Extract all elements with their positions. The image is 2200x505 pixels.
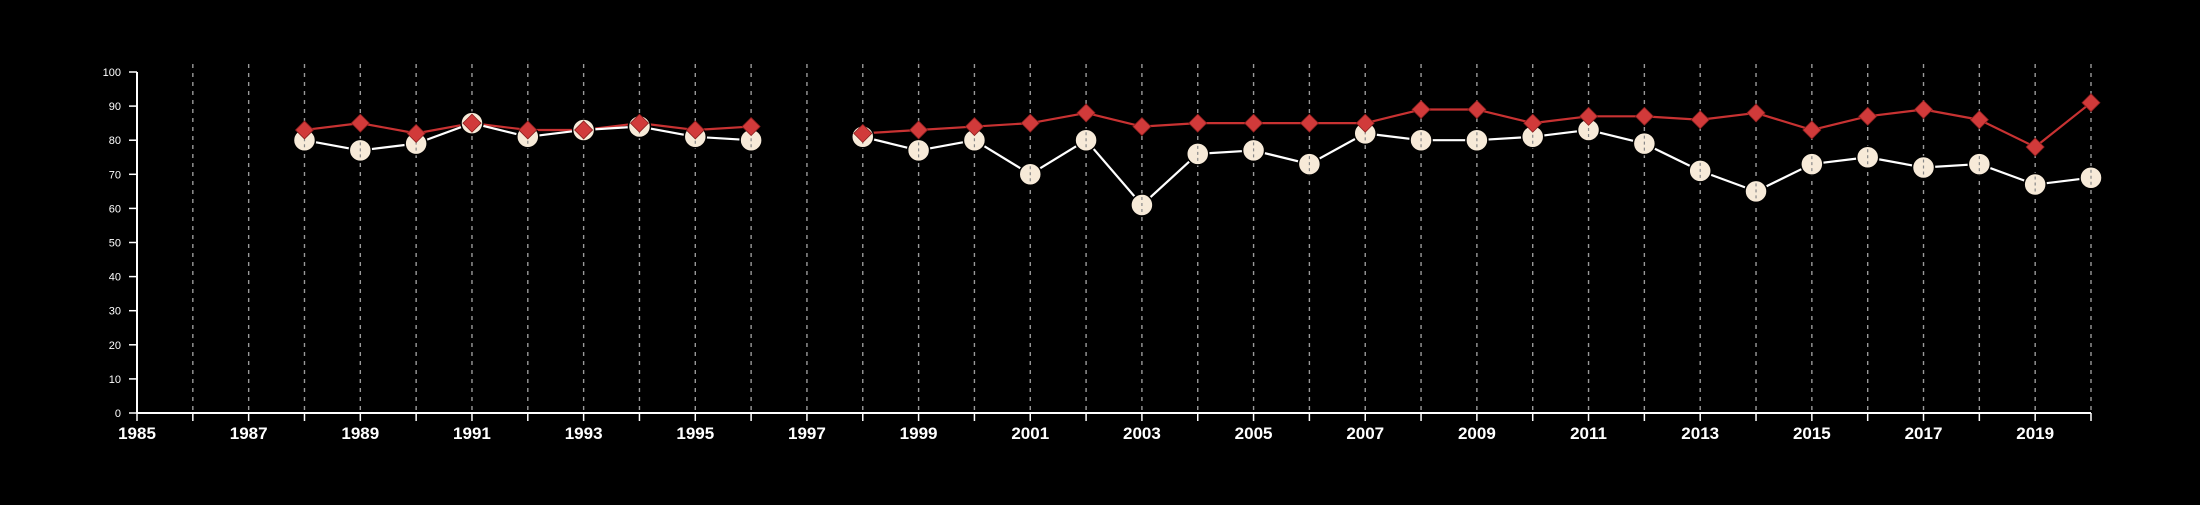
x-tick-label: 2013 [1681,424,1719,443]
data-point-diamond [629,113,650,133]
data-point-diamond [462,113,482,133]
data-point-diamond [1132,116,1152,137]
x-tick-label: 2011 [1570,424,1607,443]
x-tick-label: 2015 [1793,424,1831,443]
data-point-diamond [2025,137,2045,157]
data-point-diamond [1188,113,1208,133]
x-tick-label: 1987 [230,424,268,443]
x-tick-label: 1999 [900,424,938,443]
data-point-diamond [1578,106,1599,126]
data-point-diamond [1467,99,1487,120]
data-point-diamond [853,123,873,143]
data-point-diamond [1299,113,1319,133]
data-point-diamond [1634,106,1654,126]
data-point-diamond [1969,110,1989,130]
x-tick-label: 1995 [676,424,714,443]
x-tick-label: 2001 [1011,424,1049,443]
data-point-diamond [741,116,761,137]
data-point-diamond [1523,113,1543,133]
data-point-diamond [574,120,594,140]
y-tick-label: 20 [109,340,121,352]
y-tick-label: 100 [103,67,121,79]
data-point-diamond [1355,113,1375,133]
y-tick-label: 70 [109,169,121,181]
data-point-diamond [294,120,315,140]
data-point-diamond [1913,99,1934,120]
data-point-diamond [1411,99,1431,120]
y-tick-label: 50 [109,238,121,250]
x-tick-label: 2019 [2016,424,2054,443]
y-tick-label: 90 [109,101,121,113]
data-point-diamond [1020,113,1040,133]
x-tick-label: 1997 [788,424,826,443]
x-tick-label: 1989 [341,424,379,443]
x-tick-label: 2005 [1235,424,1273,443]
data-point-diamond [685,120,705,140]
grid-layer [192,64,2092,413]
data-point-diamond [1244,113,1264,133]
data-point-diamond [909,120,929,140]
y-tick-label: 30 [109,306,121,318]
data-point-diamond [1690,110,1710,130]
data-point-diamond [2081,93,2101,113]
y-tick-label: 80 [109,135,121,147]
x-tick-label: 2003 [1123,424,1161,443]
data-point-diamond [350,113,370,133]
data-point-diamond [1746,103,1766,123]
data-point-diamond [1802,120,1822,140]
y-tick-label: 0 [115,408,121,420]
data-point-diamond [518,120,538,140]
series-layer [292,93,2103,217]
x-tick-label: 2009 [1458,424,1496,443]
x-tick-label: 1991 [453,424,491,443]
x-tick-label: 1993 [565,424,603,443]
x-tick-label: 2007 [1346,424,1384,443]
data-point-diamond [1076,103,1096,123]
x-tick-label: 2017 [1905,424,1943,443]
data-point-diamond [1858,106,1878,126]
y-tick-label: 40 [109,272,121,284]
y-tick-label: 60 [109,203,121,215]
data-point-diamond [964,116,984,137]
axis-layer: 0 10 20 30 40 50 60 70 80 90 100 1985 1987 1989 1991 19… [103,67,2092,443]
y-tick-label: 10 [109,374,121,386]
data-point-diamond [406,123,426,143]
x-tick-label: 1985 [118,424,156,443]
